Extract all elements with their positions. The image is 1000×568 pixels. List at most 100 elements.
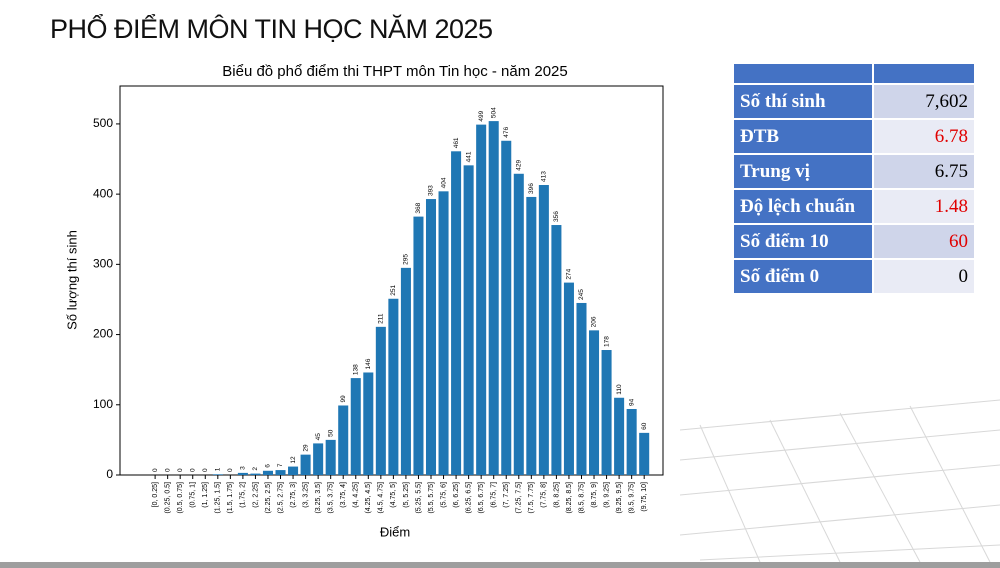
bar	[639, 432, 650, 475]
bar	[563, 282, 574, 475]
bar	[463, 165, 474, 475]
stat-value: 6.78	[874, 120, 974, 153]
x-tick-label: (2.25, 2.5]	[265, 482, 272, 514]
value-label: 146	[365, 358, 372, 369]
value-label: 50	[327, 429, 334, 437]
bar	[438, 191, 449, 476]
value-label: 368	[415, 202, 422, 213]
value-label: 7	[277, 463, 284, 467]
x-tick-label: (6, 6.25]	[453, 482, 460, 508]
x-tick-label: (6.5, 6.75]	[478, 482, 485, 514]
value-label: 0	[202, 468, 209, 472]
x-tick-label: (0.75, 1]	[190, 482, 197, 508]
y-tick-label: 0	[106, 467, 113, 481]
stat-label: ĐTB	[734, 120, 872, 153]
bar	[325, 439, 336, 475]
x-tick-label: (5.25, 5.5]	[415, 482, 422, 514]
bar	[476, 124, 487, 475]
bar	[614, 397, 625, 475]
value-label: 429	[516, 160, 523, 171]
x-tick-label: (5.75, 6]	[440, 482, 447, 508]
x-tick-label: (1, 1.25]	[202, 482, 209, 508]
bar	[262, 470, 273, 475]
value-label: 1	[215, 467, 222, 471]
x-tick-label: (3, 3.25]	[302, 482, 309, 508]
value-label: 404	[440, 177, 447, 188]
bar	[551, 225, 562, 475]
bar	[237, 472, 248, 475]
x-tick-label: (6.25, 6.5]	[465, 482, 472, 514]
x-tick-label: (9.5, 9.75]	[628, 482, 635, 514]
stat-label: Độ lệch chuẩn	[734, 190, 872, 223]
x-tick-label: (7.5, 7.75]	[528, 482, 535, 514]
bar	[526, 196, 537, 475]
x-tick-label: (6.75, 7]	[491, 482, 498, 508]
x-tick-label: (9, 9.25]	[603, 482, 610, 508]
value-label: 504	[490, 107, 497, 118]
value-label: 29	[302, 444, 309, 452]
value-label: 45	[315, 433, 322, 441]
y-tick-label: 400	[93, 186, 113, 200]
bar	[626, 408, 637, 475]
x-tick-label: (4.25, 4.5]	[365, 482, 372, 514]
value-label: 3	[240, 466, 247, 470]
x-tick-label: (2.5, 2.75]	[277, 482, 284, 514]
value-label: 441	[465, 151, 472, 162]
x-tick-label: (9.25, 9.5]	[616, 482, 623, 514]
stat-label: Số điểm 0	[734, 260, 872, 293]
x-tick-label: (3.75, 4]	[340, 482, 347, 508]
value-label: 60	[641, 422, 648, 430]
stats-table: Số thí sinh 7,602 ĐTB 6.78 Trung vị 6.75 Độ…	[732, 62, 976, 295]
x-axis-label: Điểm	[380, 524, 410, 539]
value-label: 245	[578, 289, 585, 300]
value-label: 211	[378, 313, 385, 324]
stat-value: 7,602	[874, 85, 974, 118]
value-label: 0	[164, 468, 171, 472]
slide-title: PHỔ ĐIỂM MÔN TIN HỌC NĂM 2025	[50, 14, 493, 44]
value-label: 99	[340, 395, 347, 403]
bar	[363, 372, 374, 475]
y-tick-label: 500	[93, 116, 113, 130]
x-tick-label: (5.5, 5.75]	[428, 482, 435, 514]
x-tick-label: (1.25, 1.5]	[215, 482, 222, 514]
value-label: 0	[189, 468, 196, 472]
bar	[400, 267, 411, 475]
x-tick-label: (4.5, 4.75]	[378, 482, 385, 514]
value-label: 12	[290, 456, 297, 464]
bar	[375, 326, 386, 475]
y-tick-label: 100	[93, 397, 113, 411]
bar	[513, 173, 524, 475]
bar	[338, 405, 349, 475]
value-label: 0	[177, 468, 184, 472]
x-tick-label: (8.75, 9]	[591, 482, 598, 508]
value-label: 206	[591, 316, 598, 327]
bar	[250, 473, 261, 475]
header-cell	[734, 64, 872, 83]
header-cell	[874, 64, 974, 83]
bar	[601, 350, 612, 475]
x-tick-label: (7.75, 8]	[541, 482, 548, 508]
x-tick-label: (5, 5.25]	[403, 482, 410, 508]
x-tick-label: (2, 2.25]	[252, 482, 259, 508]
value-label: 499	[478, 110, 485, 121]
bar	[413, 216, 424, 475]
x-tick-label: (7, 7.25]	[503, 482, 510, 508]
x-tick-label: (1.5, 1.75]	[227, 482, 234, 514]
x-tick-label: (4.75, 5]	[390, 482, 397, 508]
bar	[488, 121, 499, 475]
x-tick-label: (8.25, 8.5]	[566, 482, 573, 514]
bar	[313, 443, 324, 475]
stat-value: 60	[874, 225, 974, 258]
value-label: 274	[566, 268, 573, 279]
y-tick-label: 300	[93, 257, 113, 271]
value-label: 138	[352, 364, 359, 375]
x-tick-label: (0.5, 0.75]	[177, 482, 184, 514]
bar	[589, 330, 600, 475]
x-tick-label: (8.5, 8.75]	[578, 482, 585, 514]
x-tick-label: (4, 4.25]	[353, 482, 360, 508]
value-label: 295	[403, 254, 410, 265]
y-axis-label: Số lượng thí sinh	[64, 230, 79, 330]
bar	[350, 378, 361, 475]
